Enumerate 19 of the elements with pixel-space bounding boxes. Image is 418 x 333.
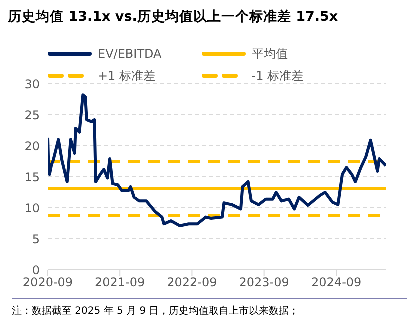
legend-label: 平均值	[252, 46, 288, 62]
text: 注：数据截至 2025 年 5 月 9 日，历史均值取自上市以来数据；	[12, 304, 300, 318]
y-tick-label: 25	[24, 108, 40, 122]
x-tick-label: 2023-09	[239, 276, 290, 290]
x-tick-label: 2020-09	[22, 276, 74, 290]
x-tick-label: 2021-09	[95, 276, 146, 290]
y-tick-label: 30	[24, 77, 40, 92]
legend-label: EV/EBITDA	[98, 47, 162, 61]
y-tick-label: 20	[24, 139, 40, 154]
x-tick-label: 2022-09	[167, 276, 218, 290]
x-tick-label: 2024-09	[312, 276, 362, 290]
y-tick-label: 0	[32, 263, 40, 278]
legend-label: -1 标准差	[252, 68, 304, 84]
y-tick-label: 15	[24, 170, 40, 184]
y-tick-label: 5	[32, 232, 40, 246]
chart-title: 历史均值 13.1x vs.历史均值以上一个标准差 17.5x	[8, 8, 338, 26]
y-tick-label: 10	[24, 201, 40, 216]
legend-label: +1 标准差	[98, 68, 156, 84]
line-series	[48, 94, 386, 228]
